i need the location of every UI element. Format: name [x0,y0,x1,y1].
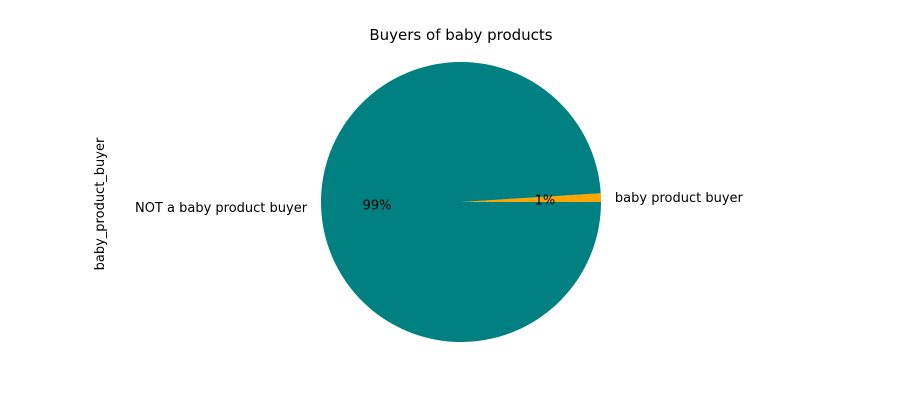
y-axis-label: baby_product_buyer [93,137,108,270]
chart-title: Buyers of baby products [369,26,552,44]
slice-label-0: baby product buyer [615,191,744,206]
slice-pct-label-1: 99% [363,199,392,214]
slice-label-1: NOT a baby product buyer [135,201,308,216]
pie-slice-1 [321,61,601,342]
pie-labels: baby product buyer 1% NOT a baby product b… [135,191,744,216]
pie-slices [321,61,601,342]
pie-slice-0 [461,193,601,202]
slice-pct-label-0: 1% [535,193,556,208]
